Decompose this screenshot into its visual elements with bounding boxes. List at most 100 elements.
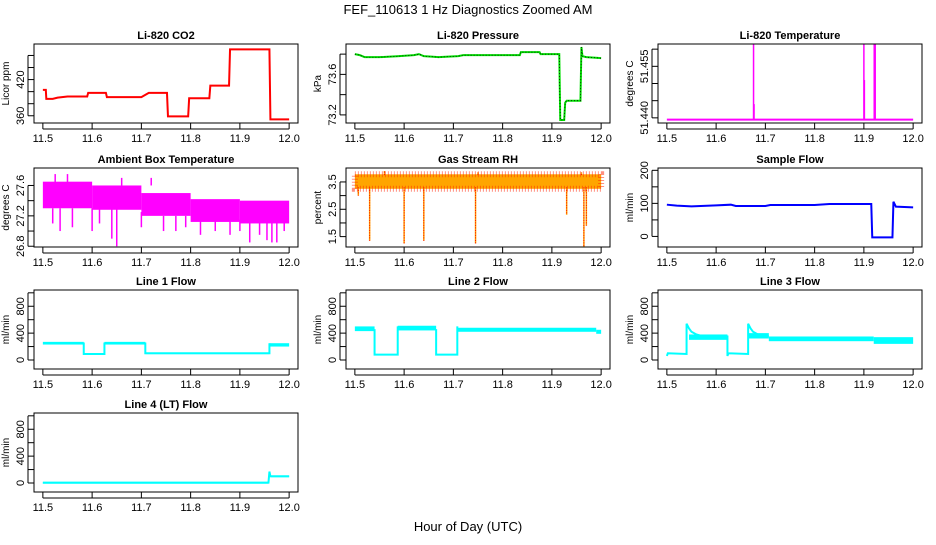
x-tick-label: 11.8 bbox=[804, 133, 825, 145]
panel-3: Li-820 Temperature 11.5 11.6 11.7 11.8 11.9 12… bbox=[625, 30, 924, 145]
x-tick-label: 11.5 bbox=[345, 379, 366, 391]
y-tick-label: 200 bbox=[639, 161, 651, 179]
x-tick-label: 11.8 bbox=[180, 502, 201, 514]
plot-frame bbox=[33, 167, 299, 248]
x-tick-label: 12.0 bbox=[278, 379, 299, 391]
y-tick-label: 400 bbox=[327, 324, 339, 342]
x-tick-label: 11.8 bbox=[492, 133, 513, 145]
y-axis-label: ml/min bbox=[625, 193, 636, 222]
data-band bbox=[748, 333, 769, 339]
data-line bbox=[42, 48, 290, 121]
y-tick-label: 27.2 bbox=[15, 205, 27, 226]
panel-title: Li-820 Pressure bbox=[437, 30, 519, 42]
panel-title: Line 2 Flow bbox=[448, 276, 508, 288]
x-tick-label: 12.0 bbox=[590, 133, 611, 145]
x-tick-label: 12.0 bbox=[590, 257, 611, 269]
data-line bbox=[373, 326, 399, 356]
y-axis-label: ml/min bbox=[1, 438, 12, 467]
figure-title: FEF_110613 1 Hz Diagnostics Zoomed AM bbox=[343, 2, 592, 17]
x-tick-label: 11.8 bbox=[804, 379, 825, 391]
x-tick-label: 11.8 bbox=[804, 257, 825, 269]
x-tick-label: 11.6 bbox=[706, 133, 727, 145]
plot-area bbox=[354, 46, 602, 121]
x-tick-label: 11.6 bbox=[394, 257, 415, 269]
panel-title: Gas Stream RH bbox=[438, 154, 518, 166]
x-tick-label: 11.5 bbox=[33, 257, 54, 269]
x-tick-label: 11.6 bbox=[394, 133, 415, 145]
y-tick-label: 51.455 bbox=[639, 49, 651, 83]
y-tick-label: 400 bbox=[15, 324, 27, 342]
plot-area bbox=[665, 323, 914, 357]
y-tick-label: 1.5 bbox=[327, 229, 339, 244]
x-tick-label: 11.6 bbox=[82, 133, 103, 145]
y-tick-label: 800 bbox=[327, 297, 339, 315]
data-band bbox=[269, 343, 290, 347]
data-band bbox=[397, 325, 437, 331]
y-tick-label: 2.5 bbox=[327, 202, 339, 217]
data-band bbox=[596, 329, 602, 334]
x-tick-label: 11.8 bbox=[180, 257, 201, 269]
panel-6: Sample Flow 11.5 11.6 11.7 11.8 11.9 12.0 0 100 2… bbox=[625, 154, 924, 269]
y-tick-label: 360 bbox=[15, 107, 27, 125]
data-line bbox=[666, 201, 914, 239]
y-axis-label: degrees C bbox=[1, 184, 12, 230]
x-tick-label: 11.5 bbox=[657, 133, 678, 145]
y-tick-label: 800 bbox=[639, 297, 651, 315]
x-tick-label: 11.6 bbox=[706, 379, 727, 391]
y-axis-label: ml/min bbox=[1, 315, 12, 344]
y-tick-label: 73.2 bbox=[327, 104, 339, 125]
x-tick-label: 11.5 bbox=[33, 133, 54, 145]
data-line bbox=[354, 46, 602, 121]
x-tick-label: 11.7 bbox=[443, 379, 464, 391]
x-tick-label: 11.8 bbox=[180, 133, 201, 145]
panel-8: Line 2 Flow 11.5 11.6 11.7 11.8 11.9 12.0 0 400 8… bbox=[313, 276, 612, 391]
panel-title: Sample Flow bbox=[756, 154, 824, 166]
y-tick-label: 400 bbox=[15, 447, 27, 465]
x-tick-label: 12.0 bbox=[590, 379, 611, 391]
x-tick-label: 12.0 bbox=[278, 257, 299, 269]
data-band bbox=[190, 199, 240, 222]
y-tick-label: 27.6 bbox=[15, 175, 27, 196]
x-axis-label: Hour of Day (UTC) bbox=[414, 519, 522, 534]
x-tick-label: 11.7 bbox=[755, 379, 776, 391]
x-tick-label: 11.9 bbox=[230, 257, 251, 269]
data-line bbox=[435, 326, 459, 356]
panel-1: Li-820 CO2 11.5 11.6 11.7 11.8 11.9 12.0 360 420… bbox=[1, 30, 300, 145]
y-tick-label: 400 bbox=[639, 324, 651, 342]
data-band bbox=[239, 200, 290, 224]
x-tick-label: 11.9 bbox=[542, 133, 563, 145]
plot-area bbox=[351, 171, 605, 247]
data-band bbox=[457, 327, 597, 332]
y-tick-label: 420 bbox=[15, 70, 27, 88]
x-tick-label: 11.5 bbox=[33, 379, 54, 391]
data-line bbox=[82, 342, 106, 355]
y-axis-label: percent bbox=[313, 191, 324, 225]
plot-area bbox=[42, 48, 290, 121]
x-tick-label: 11.7 bbox=[443, 257, 464, 269]
x-tick-label: 11.7 bbox=[755, 133, 776, 145]
panel-10: Line 4 (LT) Flow 11.5 11.6 11.7 11.8 11.9 12.0… bbox=[1, 399, 300, 514]
plot-area bbox=[354, 325, 602, 356]
data-band-dots bbox=[351, 171, 605, 192]
x-tick-label: 12.0 bbox=[902, 379, 923, 391]
plot-frame bbox=[345, 167, 611, 248]
y-tick-label: 0 bbox=[15, 357, 27, 363]
data-band bbox=[92, 185, 142, 210]
data-band bbox=[42, 181, 93, 209]
plot-frame bbox=[657, 289, 923, 370]
data-band bbox=[873, 337, 914, 344]
x-tick-label: 11.9 bbox=[230, 133, 251, 145]
data-band bbox=[354, 174, 602, 189]
x-tick-label: 11.5 bbox=[345, 257, 366, 269]
x-tick-label: 11.6 bbox=[394, 379, 415, 391]
x-tick-label: 11.9 bbox=[230, 379, 251, 391]
panel-title: Ambient Box Temperature bbox=[98, 154, 235, 166]
panel-title: Li-820 Temperature bbox=[740, 30, 841, 42]
x-tick-label: 11.6 bbox=[82, 502, 103, 514]
x-tick-label: 11.8 bbox=[492, 257, 513, 269]
x-tick-label: 11.8 bbox=[492, 379, 513, 391]
y-axis-label: degrees C bbox=[625, 60, 636, 106]
x-tick-label: 11.9 bbox=[854, 257, 875, 269]
plot-area bbox=[42, 174, 290, 247]
panel-title: Line 4 (LT) Flow bbox=[125, 399, 208, 411]
